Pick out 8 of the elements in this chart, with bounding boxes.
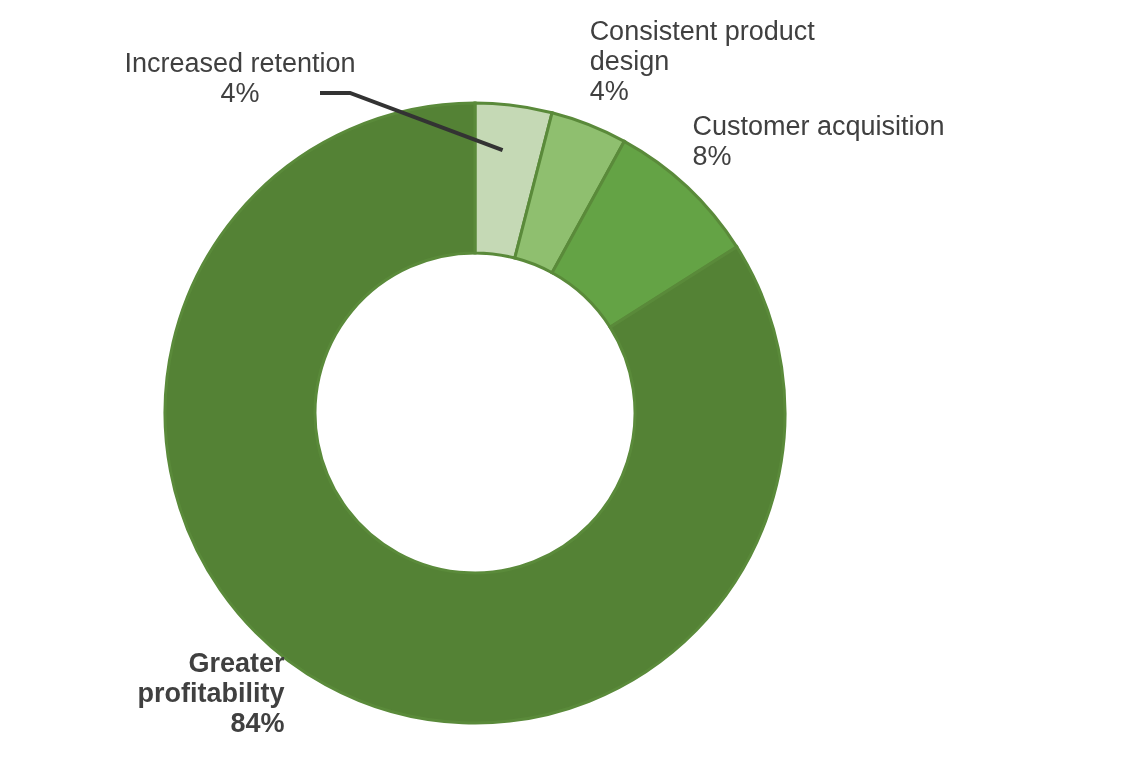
slice-label: Increased retention [124,48,356,78]
slice-label: Greater profitability [137,647,286,708]
slice-label: Customer acquisition [692,111,945,142]
data-label: 4% [220,78,260,108]
data-label: 4% [589,75,629,106]
slice-label: Consistent product design [589,15,816,76]
data-label: 84% [230,707,285,738]
data-label: 8% [692,141,732,172]
